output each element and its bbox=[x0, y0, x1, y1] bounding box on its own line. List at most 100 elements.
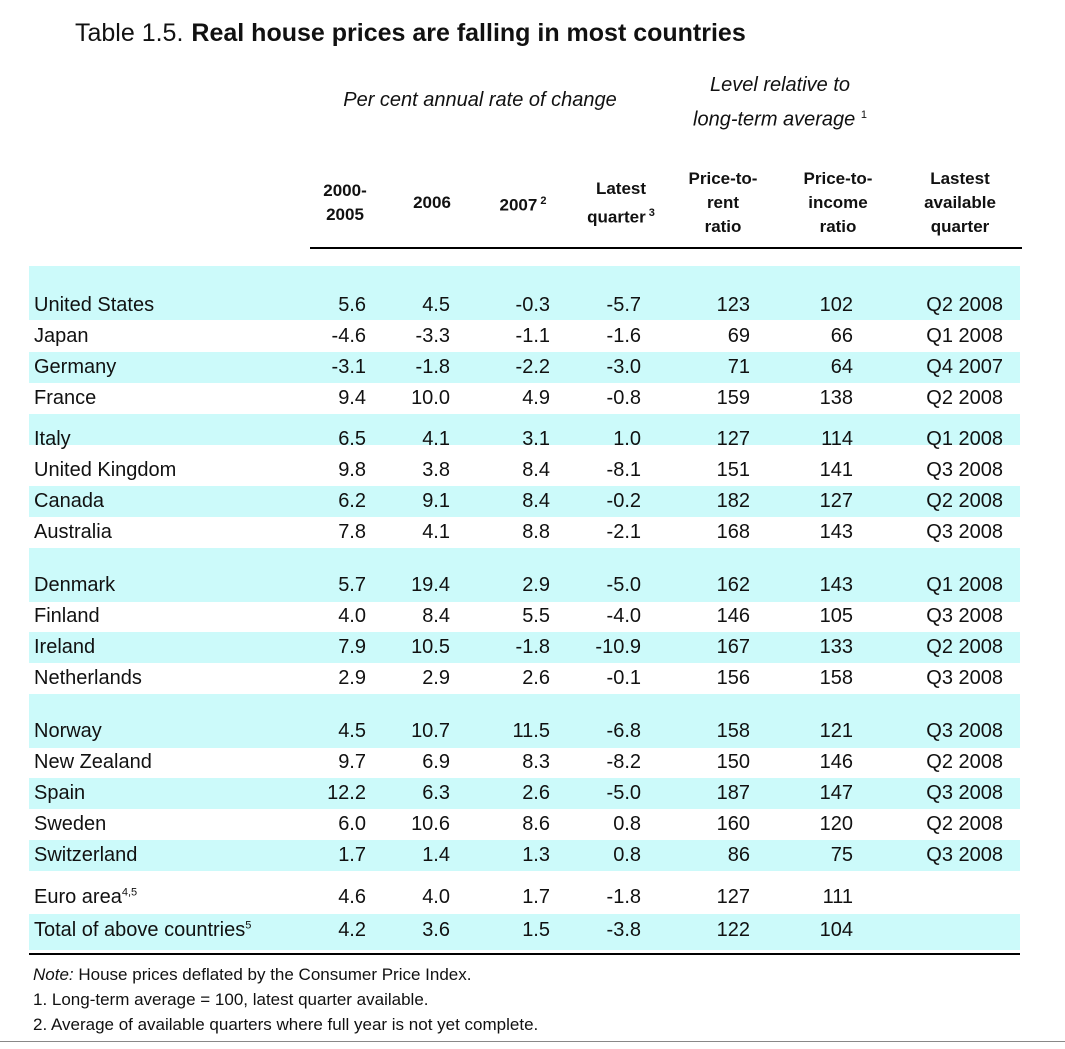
row-label: Ireland bbox=[34, 636, 95, 659]
cell-col-5: 156 bbox=[716, 667, 750, 689]
cell-col-6: 105 bbox=[819, 605, 853, 627]
cell-col-6: 138 bbox=[819, 387, 853, 409]
footnote-1: 1. Long-term average = 100, latest quart… bbox=[33, 990, 429, 1009]
cell-col-4: -8.2 bbox=[606, 751, 641, 773]
cell-col-1: 1.7 bbox=[338, 844, 366, 866]
cell-col-5: 151 bbox=[716, 459, 750, 481]
column-header-3-line1-wrap: 2007 2 bbox=[499, 189, 546, 218]
table-row: Spain 12.2 6.3 2.6 -5.0 187 147 Q3 2008 bbox=[0, 778, 1065, 809]
cell-col-6: 133 bbox=[819, 636, 853, 658]
cell-col-2: 10.5 bbox=[411, 636, 450, 658]
cell-col-1: 4.5 bbox=[338, 720, 366, 742]
cell-col-5: 160 bbox=[716, 813, 750, 835]
cell-col-7: Q3 2008 bbox=[926, 844, 1003, 866]
cell-col-7: Q3 2008 bbox=[926, 782, 1003, 804]
cell-col-1: -3.1 bbox=[331, 356, 366, 378]
cell-col-3: 11.5 bbox=[512, 720, 550, 742]
row-label: France bbox=[34, 387, 96, 410]
table-row: Denmark 5.7 19.4 2.9 -5.0 162 143 Q1 2008 bbox=[0, 570, 1065, 601]
row-label-text: Denmark bbox=[34, 574, 116, 596]
notes: Note: House prices deflated by the Consu… bbox=[33, 962, 538, 1037]
cell-col-1: 6.5 bbox=[338, 428, 366, 450]
group-header-level-line2: long-term average bbox=[693, 108, 856, 131]
cell-col-4: -3.8 bbox=[606, 919, 641, 941]
cell-col-5: 159 bbox=[716, 387, 750, 409]
header-rule bbox=[310, 247, 1022, 249]
row-label: New Zealand bbox=[34, 751, 152, 774]
column-header-2: 2006 bbox=[397, 163, 467, 243]
row-label-text: Ireland bbox=[34, 636, 96, 658]
column-header-1-line1: 2000- bbox=[323, 181, 367, 200]
table-row: New Zealand 9.7 6.9 8.3 -8.2 150 146 Q2 2008 bbox=[0, 747, 1065, 778]
cell-col-3: 4.9 bbox=[522, 387, 550, 409]
cell-col-5: 71 bbox=[727, 356, 750, 378]
cell-col-4: -8.1 bbox=[606, 459, 641, 481]
group-header-level: Level relative to long-term average 1 bbox=[660, 70, 900, 135]
table-row: Italy 6.5 4.1 3.1 1.0 127 114 Q1 2008 bbox=[0, 424, 1065, 455]
row-label: Norway bbox=[34, 720, 102, 743]
cell-col-6: 141 bbox=[819, 459, 853, 481]
column-header-5-line3: ratio bbox=[704, 217, 742, 236]
row-label: Total of above countries5 bbox=[34, 919, 251, 942]
table-row: Canada 6.2 9.1 8.4 -0.2 182 127 Q2 2008 bbox=[0, 486, 1065, 517]
cell-col-3: 5.5 bbox=[522, 605, 550, 627]
column-header-4-line1: Latest bbox=[595, 178, 647, 198]
group-header-level-line2-wrap: long-term average 1 bbox=[660, 100, 900, 135]
row-label-text: Italy bbox=[34, 428, 71, 450]
cell-col-3: 1.7 bbox=[522, 886, 550, 908]
column-header-1-line2: 2005 bbox=[326, 205, 364, 224]
row-label-text: United Kingdom bbox=[34, 459, 177, 481]
cell-col-2: 4.5 bbox=[422, 294, 450, 316]
cell-col-5: 158 bbox=[716, 720, 750, 742]
table-title-main: Real house prices are falling in most co… bbox=[191, 19, 746, 47]
column-header-7-line2: available bbox=[924, 193, 996, 212]
cell-col-3: 8.6 bbox=[522, 813, 550, 835]
table-row: Total of above countries5 4.2 3.6 1.5 -3.8 12… bbox=[0, 915, 1065, 946]
row-band-4 bbox=[29, 486, 1020, 517]
cell-col-6: 114 bbox=[821, 428, 853, 450]
cell-col-2: 19.4 bbox=[411, 574, 450, 596]
cell-col-4: -1.6 bbox=[606, 325, 641, 347]
column-header-3-line1: 2007 bbox=[499, 195, 538, 215]
cell-col-6: 111 bbox=[822, 886, 853, 908]
cell-col-6: 66 bbox=[830, 325, 853, 347]
cell-col-6: 64 bbox=[830, 356, 853, 378]
cell-col-1: 12.2 bbox=[327, 782, 366, 804]
group-header-level-line1: Level relative to bbox=[709, 74, 851, 96]
cell-col-6: 158 bbox=[819, 667, 853, 689]
cell-col-5: 167 bbox=[716, 636, 750, 658]
cell-col-4: -5.0 bbox=[606, 574, 641, 596]
column-header-7-line1: Lastest bbox=[930, 169, 990, 188]
cell-col-3: -1.1 bbox=[515, 325, 550, 347]
cell-col-4: 1.0 bbox=[613, 428, 641, 450]
row-band-6 bbox=[29, 632, 1020, 663]
cell-col-6: 147 bbox=[819, 782, 853, 804]
cell-col-1: 6.0 bbox=[338, 813, 366, 835]
cell-col-3: 2.6 bbox=[522, 667, 550, 689]
column-header-5-line1: Price-to- bbox=[688, 169, 758, 188]
cell-col-4: -0.2 bbox=[606, 490, 641, 512]
cell-col-5: 182 bbox=[716, 490, 750, 512]
table-row: Japan -4.6 -3.3 -1.1 -1.6 69 66 Q1 2008 bbox=[0, 321, 1065, 352]
cell-col-6: 102 bbox=[819, 294, 853, 316]
cell-col-3: 2.6 bbox=[522, 782, 550, 804]
cell-col-4: -6.8 bbox=[606, 720, 641, 742]
note-text: House prices deflated by the Consumer Pr… bbox=[78, 965, 472, 984]
cell-col-7: Q2 2008 bbox=[926, 751, 1003, 773]
cell-col-2: 6.3 bbox=[422, 782, 450, 804]
table-row: Ireland 7.9 10.5 -1.8 -10.9 167 133 Q2 2008 bbox=[0, 632, 1065, 663]
cell-col-2: 3.6 bbox=[422, 919, 450, 941]
page-cut-line bbox=[0, 1041, 1065, 1042]
bottom-rule bbox=[29, 953, 1020, 955]
cell-col-3: 8.4 bbox=[522, 490, 550, 512]
table-row: France 9.4 10.0 4.9 -0.8 159 138 Q2 2008 bbox=[0, 383, 1065, 414]
column-header-4-line2-wrap: quarter 3 bbox=[587, 201, 655, 230]
cell-col-3: 1.3 bbox=[522, 844, 550, 866]
row-label-text: Japan bbox=[34, 325, 89, 347]
row-label: Euro area4,5 bbox=[34, 886, 137, 909]
cell-col-2: 6.9 bbox=[422, 751, 450, 773]
cell-col-6: 120 bbox=[819, 813, 853, 835]
column-header-4-sup: 3 bbox=[645, 206, 655, 219]
cell-col-4: -4.0 bbox=[606, 605, 641, 627]
cell-col-5: 187 bbox=[716, 782, 750, 804]
